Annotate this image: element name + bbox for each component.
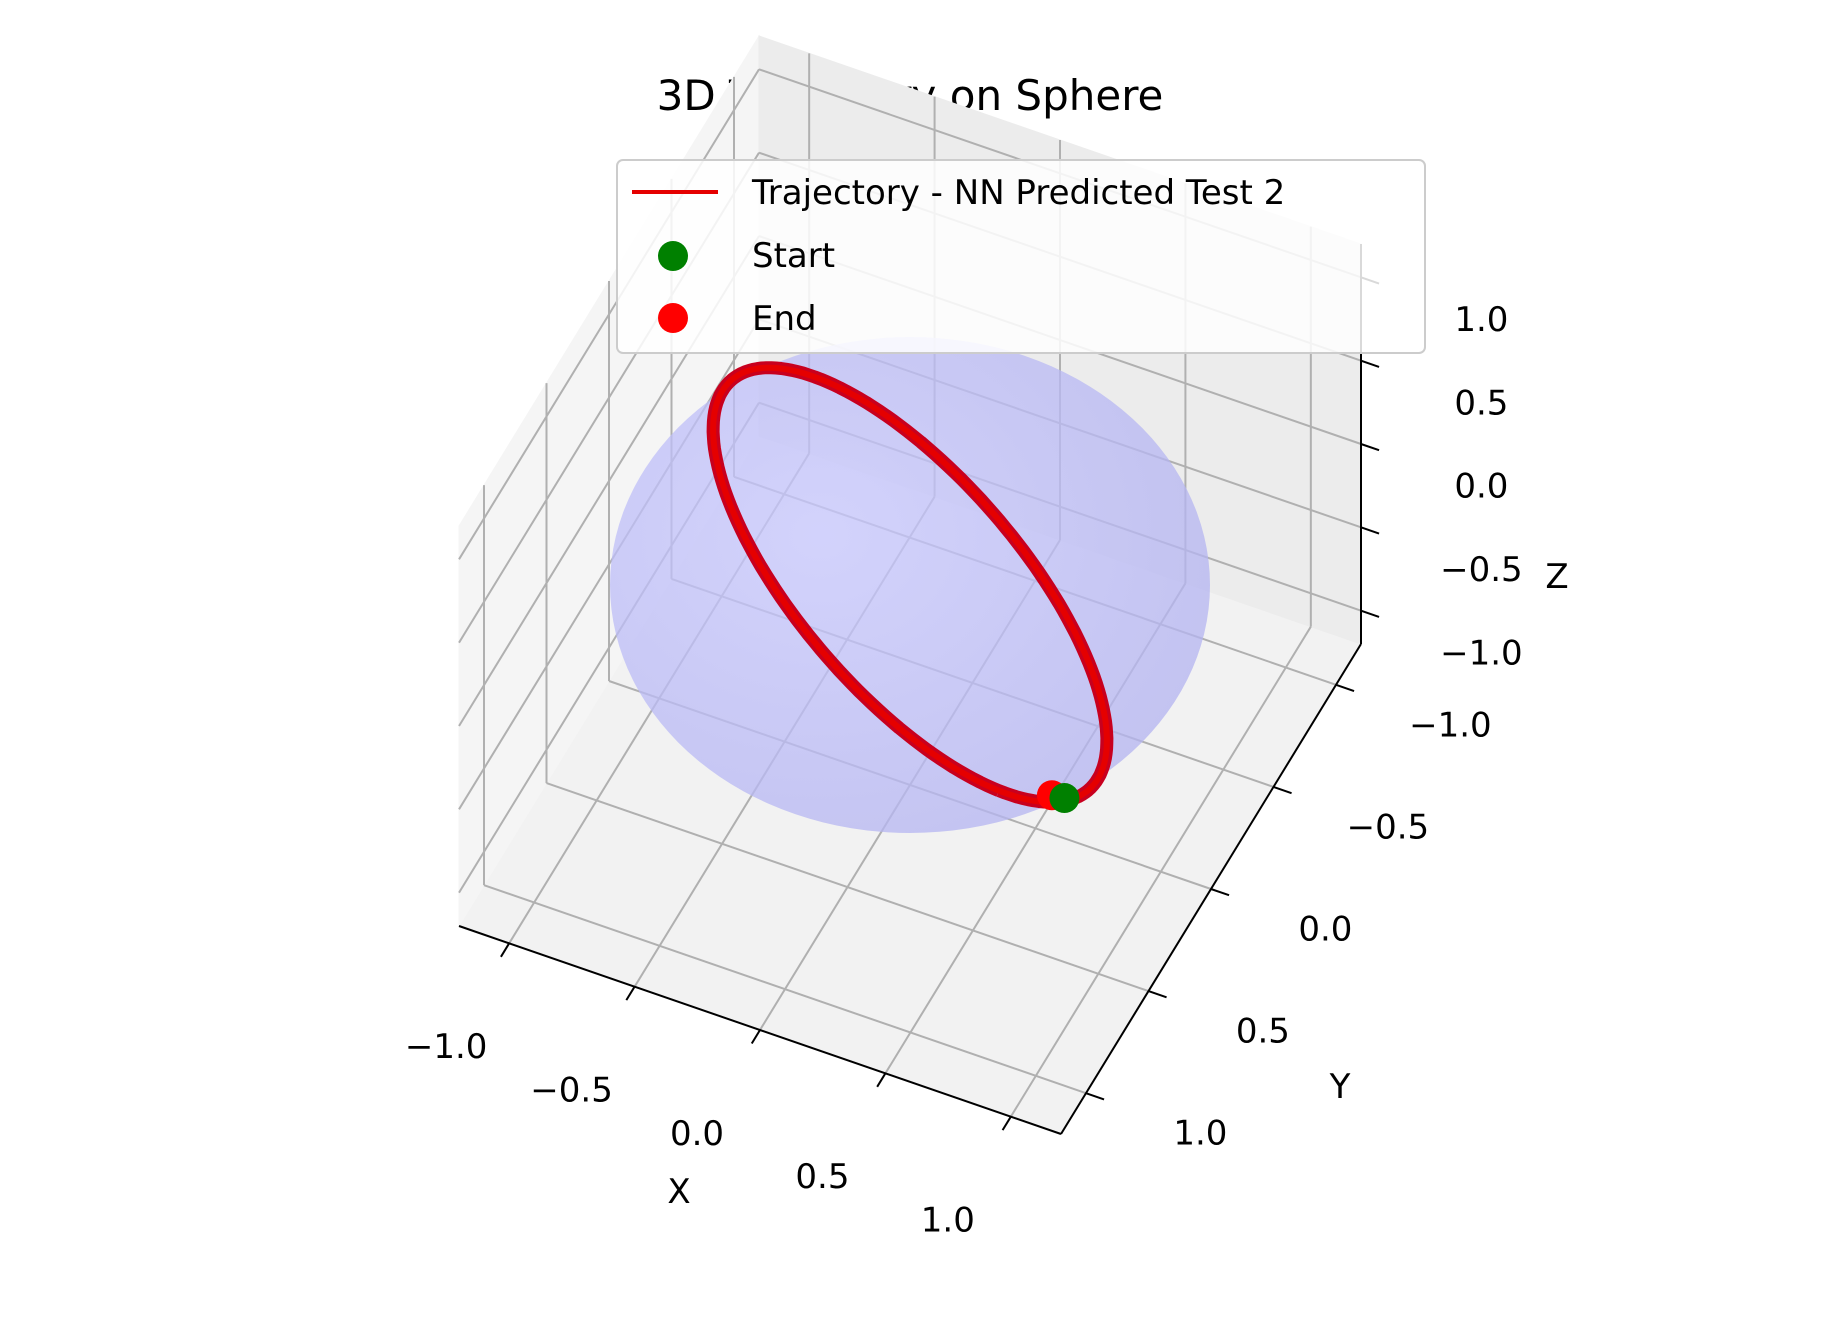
- x-axis-label: X: [667, 1172, 690, 1212]
- legend: Trajectory - NN Predicted Test 2 Start E…: [616, 159, 1426, 354]
- z-tick: [1360, 609, 1380, 618]
- y-tick-label: 1.0: [1173, 1114, 1227, 1154]
- grid-floor-y: [483, 884, 1087, 1095]
- start-point: [1049, 783, 1080, 814]
- y-tick: [1210, 888, 1230, 897]
- y-tick-label: −0.5: [1347, 807, 1430, 847]
- y-tick: [1335, 683, 1355, 693]
- x-tick: [625, 986, 636, 1001]
- trajectory-line: [710, 364, 1110, 806]
- y-tick-label: 0.0: [1298, 910, 1352, 950]
- z-tick: [1360, 359, 1380, 368]
- legend-frame: [616, 159, 1426, 354]
- x-tick-label: 0.5: [795, 1157, 849, 1197]
- z-tick-label: 0.0: [1454, 467, 1508, 507]
- grid-side-z: [458, 68, 760, 560]
- x-tick: [750, 1029, 761, 1044]
- z-tick-label: −0.5: [1440, 550, 1523, 590]
- x-tick-label: 0.0: [670, 1114, 724, 1154]
- legend-entry-start: Start: [752, 236, 835, 276]
- y-axis-label: Y: [1329, 1067, 1351, 1107]
- legend-end-marker: [658, 303, 688, 333]
- y-tick-label: −1.0: [1409, 705, 1492, 745]
- z-tick-label: −1.0: [1440, 633, 1523, 673]
- legend-entry-trajectory: Trajectory - NN Predicted Test 2: [751, 173, 1285, 213]
- z-tick-label: 1.0: [1454, 300, 1508, 340]
- y-tick: [1273, 785, 1292, 795]
- x-tick: [876, 1072, 887, 1088]
- grid-floor-y: [546, 782, 1149, 993]
- y-tick: [1085, 1092, 1105, 1101]
- series-layer: [706, 361, 1114, 814]
- z-tick: [1360, 443, 1380, 452]
- sphere-surface: [610, 337, 1210, 833]
- x-tick-label: −1.0: [405, 1027, 488, 1067]
- z-tick: [1360, 526, 1380, 535]
- sphere-layer: [610, 337, 1210, 833]
- x-tick: [500, 942, 511, 958]
- y-tick-label: 0.5: [1236, 1012, 1290, 1052]
- x-tick-label: 1.0: [921, 1201, 975, 1241]
- z-tick-label: 0.5: [1454, 383, 1508, 423]
- legend-entry-end: End: [752, 299, 817, 339]
- z-axis-label: Z: [1545, 557, 1568, 597]
- y-tick: [1148, 990, 1167, 999]
- tick-labels: −1.0 −0.5 0.0 0.5 1.0 −1.0 −0.5 0.0 0.5 1.0 −1.0 −0…: [405, 300, 1523, 1241]
- x-tick: [1001, 1116, 1012, 1131]
- legend-start-marker: [658, 241, 688, 271]
- tick-marks: [500, 276, 1380, 1131]
- x-tick-label: −0.5: [530, 1071, 613, 1111]
